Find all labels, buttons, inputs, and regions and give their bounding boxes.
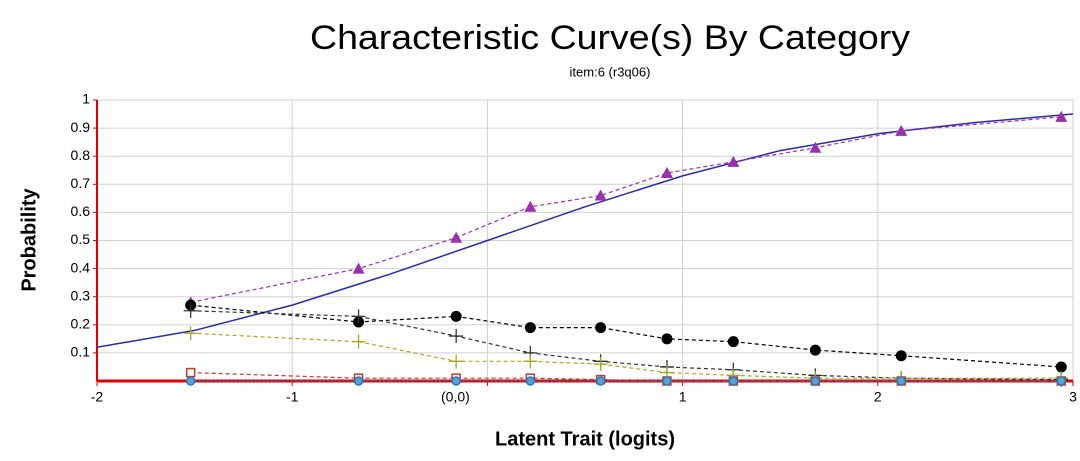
- y-tick-label: 0.1: [71, 344, 91, 360]
- marker: [183, 303, 198, 318]
- y-tick-label: 0.9: [71, 119, 91, 135]
- marker: [660, 167, 673, 179]
- marker: [809, 141, 822, 153]
- y-tick-label: 0.8: [71, 147, 91, 163]
- chart-subtitle: item:6 (r3q06): [570, 64, 651, 79]
- marker: [451, 376, 461, 386]
- marker: [449, 329, 464, 344]
- x-tick-label: 2: [874, 389, 882, 405]
- marker: [809, 344, 821, 356]
- y-axis-label: Probability: [18, 187, 40, 291]
- x-tick-label: -2: [91, 389, 104, 405]
- marker: [1055, 361, 1067, 373]
- marker: [810, 376, 821, 386]
- x-tick-label: 1: [679, 389, 687, 405]
- marker: [727, 155, 740, 167]
- marker: [896, 376, 906, 386]
- y-tick-label: 0.5: [71, 231, 91, 247]
- marker: [895, 124, 908, 136]
- marker: [353, 376, 364, 386]
- marker: [593, 357, 608, 372]
- marker: [450, 231, 463, 243]
- series-line: [190, 310, 1062, 381]
- marker: [525, 376, 536, 386]
- marker: [595, 376, 606, 386]
- marker: [185, 376, 196, 386]
- series-line: [190, 371, 1062, 382]
- series-line: [190, 332, 1062, 379]
- chart-title: Characteristic Curve(s) By Category: [310, 19, 910, 57]
- marker: [662, 376, 672, 386]
- y-tick-label: 0.7: [71, 175, 91, 191]
- x-tick-label: -1: [286, 389, 299, 405]
- y-tick-label: 1: [82, 91, 90, 107]
- marker: [351, 309, 366, 324]
- x-tick-label: (0,0): [441, 389, 470, 405]
- marker: [727, 336, 739, 348]
- marker: [524, 322, 536, 334]
- marker: [524, 200, 537, 212]
- marker: [1055, 110, 1068, 122]
- series-line: [190, 116, 1062, 303]
- x-axis-label: Latent Trait (logits): [495, 428, 675, 450]
- marker: [352, 262, 365, 274]
- marker: [661, 333, 673, 345]
- marker: [1056, 376, 1067, 386]
- y-tick-label: 0.2: [71, 316, 91, 332]
- marker: [895, 350, 907, 362]
- marker: [351, 334, 366, 349]
- y-tick-label: 0.3: [71, 287, 91, 303]
- marker: [728, 376, 739, 386]
- marker: [594, 189, 607, 201]
- marker: [523, 354, 538, 369]
- marker: [449, 354, 464, 369]
- y-tick-label: 0.4: [71, 259, 91, 275]
- marker: [183, 326, 198, 341]
- x-tick-label: 3: [1069, 389, 1077, 405]
- y-tick-label: 0.6: [71, 203, 91, 219]
- marker: [185, 367, 196, 378]
- marker: [450, 310, 462, 322]
- series-line: [190, 304, 1062, 368]
- marker: [595, 322, 607, 334]
